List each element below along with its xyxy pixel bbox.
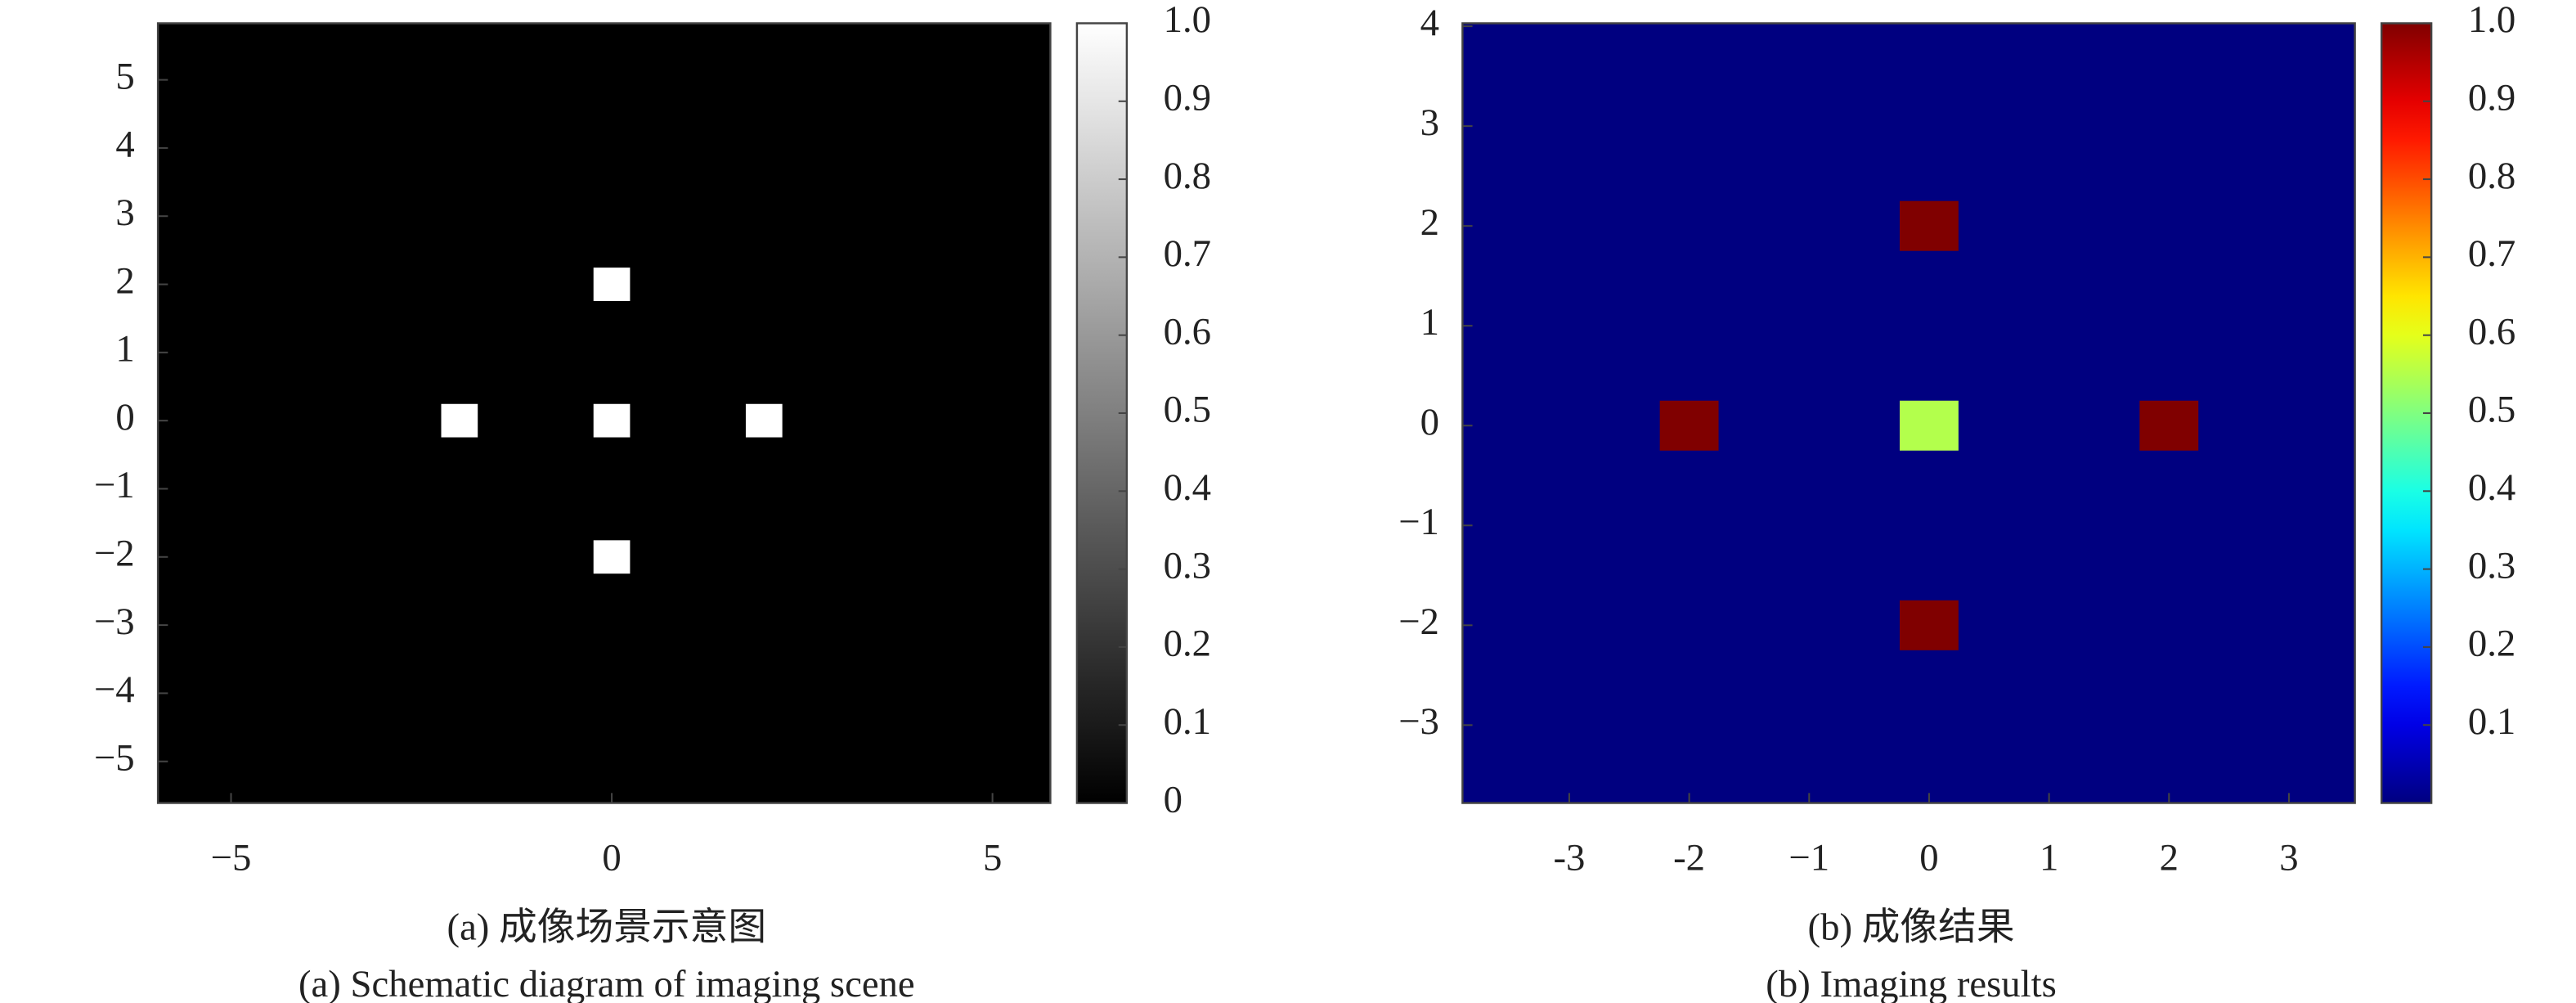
colorbar-tick-label: 0.4 <box>2468 466 2515 509</box>
colorbar-tick-label: 0.6 <box>1164 310 1211 353</box>
caption-english: (a) Schematic diagram of imaging scene <box>298 963 915 1003</box>
colorbar-tick-label: 0.1 <box>2468 700 2515 743</box>
heatmap-cell <box>1900 600 1959 650</box>
y-tick-label: 2 <box>1420 201 1439 244</box>
heatmap-cell <box>1900 400 1959 451</box>
heatmap-cell <box>593 403 631 438</box>
x-tick-label: 0 <box>1919 836 1938 879</box>
x-tick-label: -3 <box>1553 836 1585 879</box>
y-tick-label: −2 <box>94 532 135 574</box>
colorbar-tick-label: 0.1 <box>1164 700 1211 743</box>
colorbar-tick-label: 0.9 <box>1164 76 1211 119</box>
colorbar-tick-label: 0.4 <box>1164 466 1211 509</box>
y-tick-label: 3 <box>1420 101 1439 144</box>
colorbar-tick-label: 0.2 <box>2468 623 2515 665</box>
y-tick-label: 3 <box>115 191 134 234</box>
heatmap-cell <box>593 540 631 574</box>
y-tick-label: −3 <box>94 600 135 643</box>
y-tick-label: 2 <box>115 259 134 302</box>
y-tick-label: −1 <box>1398 501 1439 543</box>
y-tick-label: −4 <box>94 668 135 711</box>
y-tick-label: 4 <box>115 124 134 166</box>
y-tick-label: 0 <box>1420 401 1439 443</box>
y-tick-label: −2 <box>1398 600 1439 643</box>
heatmap-cell <box>441 403 478 438</box>
y-tick-label: 1 <box>1420 301 1439 344</box>
x-tick-label: 1 <box>2040 836 2058 879</box>
x-tick-label: 0 <box>602 836 621 879</box>
colorbar-tick-label: 0.5 <box>1164 389 1211 431</box>
colorbar-tick-label: 0.3 <box>2468 544 2515 587</box>
heatmap-cell <box>593 268 631 301</box>
colorbar-tick-label: 0.6 <box>2468 310 2515 353</box>
colorbar-tick-label: 0.5 <box>2468 389 2515 431</box>
colorbar-tick-label: 0.8 <box>1164 155 1211 197</box>
colorbar-tick-label: 1.0 <box>2468 0 2515 41</box>
colorbar-tick-label: 0.7 <box>2468 232 2515 275</box>
heatmap-cell <box>745 403 783 438</box>
heatmap-cell <box>1900 200 1959 251</box>
colorbar-tick-label: 0.2 <box>1164 623 1211 665</box>
y-tick-label: −5 <box>94 736 135 779</box>
colorbar-tick-label: 0.8 <box>2468 155 2515 197</box>
x-tick-label: -2 <box>1673 836 1705 879</box>
y-tick-label: 1 <box>115 328 134 371</box>
y-tick-label: −1 <box>94 464 135 506</box>
colorbar-tick-label: 0.9 <box>2468 76 2515 119</box>
x-tick-label: −1 <box>1788 836 1829 879</box>
caption-english: (b) Imaging results <box>1766 963 2057 1003</box>
y-tick-label: 5 <box>115 55 134 97</box>
y-tick-label: −3 <box>1398 700 1439 743</box>
caption: (a) 成像场景示意图 <box>447 906 767 949</box>
y-tick-label: 0 <box>115 396 134 439</box>
x-tick-label: 3 <box>2279 836 2298 879</box>
colorbar-tick-label: 0.7 <box>1164 232 1211 275</box>
x-tick-label: 5 <box>983 836 1002 879</box>
colorbar-tick-label: 1.0 <box>1164 0 1211 41</box>
x-tick-label: −5 <box>211 836 252 879</box>
x-tick-label: 2 <box>2160 836 2179 879</box>
plot-frame <box>156 22 1052 804</box>
colorbar-tick-label: 0 <box>1164 778 1183 821</box>
heatmap-cell <box>1659 400 1719 451</box>
y-tick-label: 4 <box>1420 2 1439 44</box>
caption: (b) 成像结果 <box>1808 906 2015 949</box>
plot-frame <box>1461 22 2356 804</box>
heatmap-cell <box>2139 400 2199 451</box>
colorbar-tick-label: 0.3 <box>1164 544 1211 587</box>
